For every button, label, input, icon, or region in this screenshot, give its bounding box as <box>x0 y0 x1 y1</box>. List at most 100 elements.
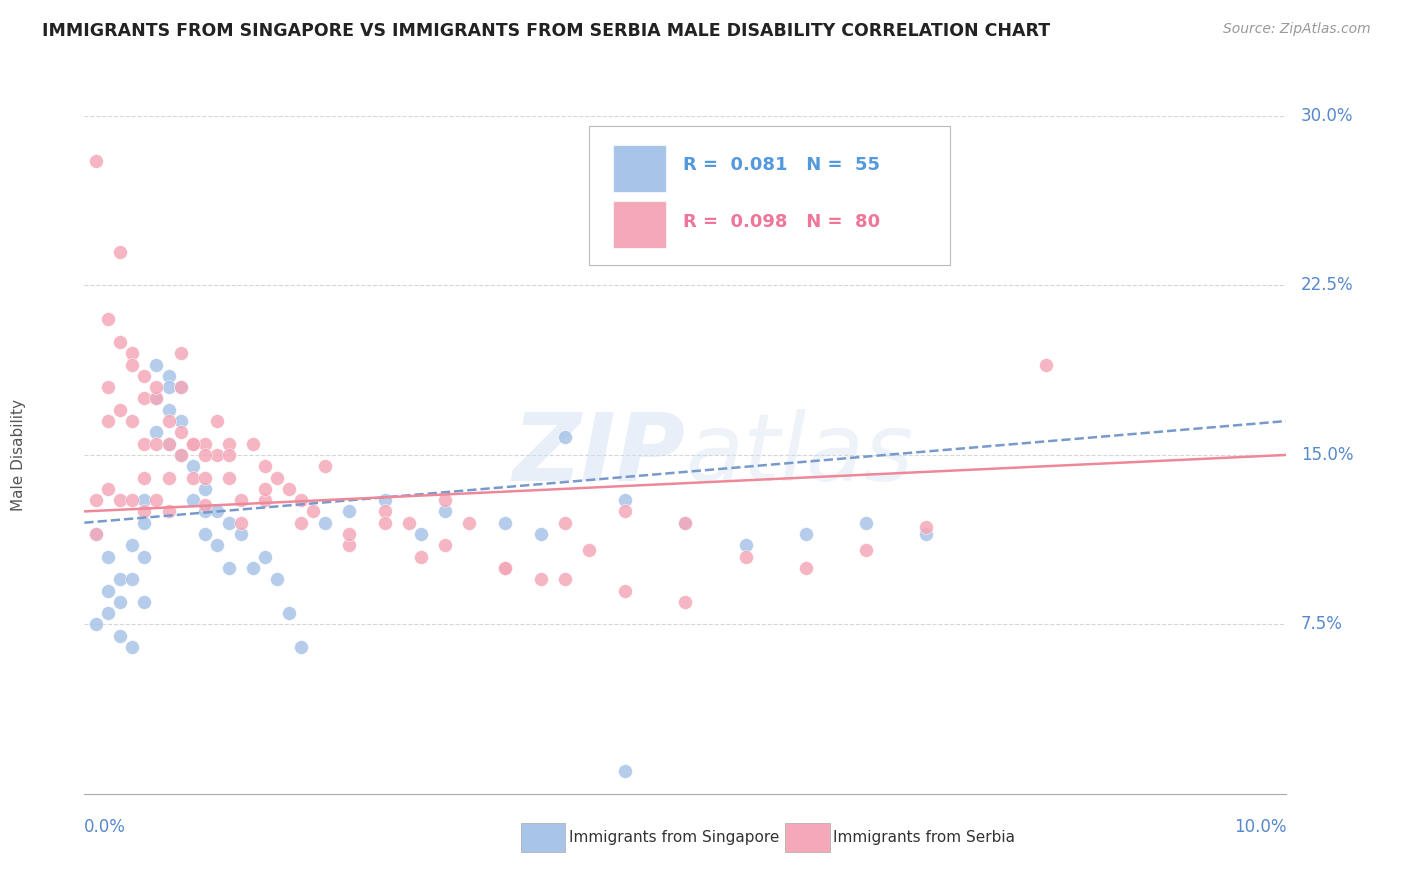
Text: IMMIGRANTS FROM SINGAPORE VS IMMIGRANTS FROM SERBIA MALE DISABILITY CORRELATION : IMMIGRANTS FROM SINGAPORE VS IMMIGRANTS … <box>42 22 1050 40</box>
Text: atlas: atlas <box>686 409 914 500</box>
Point <box>194 470 217 484</box>
Point <box>194 527 217 541</box>
Point <box>145 392 167 406</box>
Point <box>157 380 180 394</box>
Point <box>194 448 217 462</box>
Point <box>145 392 167 406</box>
Point <box>145 425 167 440</box>
Point <box>290 516 312 530</box>
Point <box>290 493 312 508</box>
Point <box>253 482 276 496</box>
Point <box>169 448 191 462</box>
Text: R =  0.081   N =  55: R = 0.081 N = 55 <box>683 156 880 175</box>
Point <box>337 538 360 552</box>
Point <box>110 493 132 508</box>
Text: 22.5%: 22.5% <box>1301 277 1354 294</box>
Point <box>181 436 204 450</box>
Point <box>169 425 191 440</box>
Point <box>218 436 240 450</box>
Point <box>86 527 108 541</box>
Point <box>434 538 457 552</box>
Point <box>134 436 156 450</box>
Point <box>277 482 299 496</box>
Point <box>121 346 143 360</box>
Point <box>554 572 576 586</box>
Text: Immigrants from Singapore: Immigrants from Singapore <box>569 830 779 845</box>
Point <box>110 595 132 609</box>
Point <box>242 436 264 450</box>
Point <box>121 640 143 654</box>
Point <box>253 549 276 564</box>
Point <box>301 504 323 518</box>
Point <box>675 516 697 530</box>
Point <box>181 493 204 508</box>
Point <box>218 448 240 462</box>
Text: Immigrants from Serbia: Immigrants from Serbia <box>834 830 1015 845</box>
Point <box>218 516 240 530</box>
Point <box>409 527 432 541</box>
Point <box>494 516 516 530</box>
Point <box>169 380 191 394</box>
Text: 7.5%: 7.5% <box>1301 615 1343 633</box>
Point <box>794 561 817 575</box>
Point <box>134 504 156 518</box>
Point <box>194 504 217 518</box>
Point <box>134 595 156 609</box>
Point <box>121 538 143 552</box>
Point <box>181 459 204 474</box>
Point <box>242 561 264 575</box>
FancyBboxPatch shape <box>589 126 950 265</box>
Point <box>277 606 299 620</box>
Point <box>855 542 877 557</box>
Point <box>434 504 457 518</box>
Point <box>169 346 191 360</box>
Point <box>494 561 516 575</box>
Point <box>494 561 516 575</box>
Point <box>97 312 120 326</box>
Point <box>253 459 276 474</box>
Point <box>169 448 191 462</box>
Point <box>194 436 217 450</box>
Point <box>734 538 756 552</box>
Point <box>374 493 396 508</box>
Point <box>915 527 938 541</box>
Point <box>181 470 204 484</box>
Point <box>86 527 108 541</box>
Point <box>554 516 576 530</box>
Point <box>734 549 756 564</box>
Text: 10.0%: 10.0% <box>1234 818 1286 836</box>
Point <box>218 561 240 575</box>
Point <box>1035 358 1057 372</box>
Point <box>134 549 156 564</box>
Point <box>121 572 143 586</box>
Point <box>675 595 697 609</box>
FancyBboxPatch shape <box>613 145 666 192</box>
Point <box>121 493 143 508</box>
Point <box>266 470 288 484</box>
Point <box>614 583 637 598</box>
Point <box>794 527 817 541</box>
Point <box>314 516 336 530</box>
Point <box>229 516 252 530</box>
Point <box>97 380 120 394</box>
Point <box>458 516 481 530</box>
Point <box>134 493 156 508</box>
Point <box>97 549 120 564</box>
Text: Male Disability: Male Disability <box>11 399 25 511</box>
Point <box>169 380 191 394</box>
Point <box>157 436 180 450</box>
Point <box>434 493 457 508</box>
Point <box>409 549 432 564</box>
Point <box>181 436 204 450</box>
Point <box>157 368 180 383</box>
FancyBboxPatch shape <box>613 202 666 248</box>
Point <box>314 459 336 474</box>
Point <box>530 527 553 541</box>
Point <box>157 504 180 518</box>
Point <box>374 516 396 530</box>
Point <box>855 516 877 530</box>
Point <box>86 493 108 508</box>
Point <box>554 430 576 444</box>
Text: Source: ZipAtlas.com: Source: ZipAtlas.com <box>1223 22 1371 37</box>
FancyBboxPatch shape <box>520 823 565 852</box>
